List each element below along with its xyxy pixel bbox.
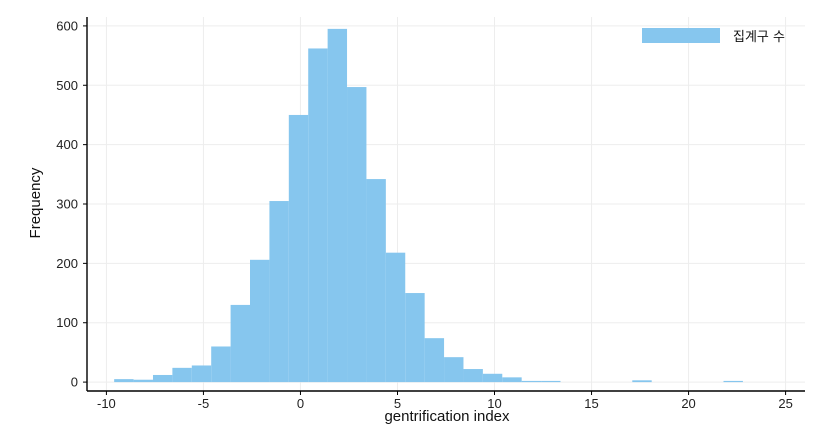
y-tick-labels: 0 100 200 300 400 500 600	[56, 18, 87, 390]
x-tick-label: 0	[297, 396, 304, 411]
y-tick-label: 200	[56, 256, 78, 271]
histogram-bar	[288, 114, 309, 383]
histogram-bar	[385, 252, 406, 383]
histogram-bar	[444, 357, 464, 383]
histogram-bar	[723, 380, 743, 383]
x-axis-title: gentrification index	[384, 408, 510, 425]
y-tick-label: 500	[56, 78, 78, 93]
histogram-bar	[114, 379, 134, 383]
x-tick-label: 10	[487, 396, 501, 411]
histogram-bar	[424, 338, 445, 383]
x-tick-label: -10	[97, 396, 116, 411]
histogram-bar	[502, 377, 522, 383]
legend-label: 집계구 수	[733, 30, 785, 45]
histogram-bar	[347, 87, 367, 383]
x-tick-label: 20	[681, 396, 695, 411]
x-tick-label: 15	[584, 396, 598, 411]
histogram-bar	[463, 369, 483, 383]
histogram-bar	[541, 380, 561, 383]
histogram-bar	[191, 365, 212, 383]
histogram-bar	[632, 380, 652, 383]
histogram-bar	[366, 179, 386, 383]
y-tick-label: 0	[71, 375, 78, 390]
legend-swatch	[642, 28, 720, 43]
histogram-bar	[250, 259, 270, 383]
x-tick-label: 25	[778, 396, 792, 411]
histogram-bar	[133, 379, 153, 383]
histogram-bar	[211, 346, 231, 383]
histogram-bar	[308, 48, 328, 383]
x-tick-labels: -10 -5 0 5 10 15 20 25	[97, 391, 793, 411]
x-tick-label: -5	[198, 396, 210, 411]
histogram-bars	[114, 28, 743, 383]
histogram-bar	[269, 201, 289, 383]
y-axis-title: Frequency	[27, 167, 44, 238]
histogram-bar	[152, 374, 173, 383]
histogram-bar	[327, 28, 348, 383]
histogram-bar	[521, 380, 542, 383]
y-tick-label: 400	[56, 137, 78, 152]
x-tick-label: 5	[394, 396, 401, 411]
histogram-bar	[405, 293, 425, 383]
legend: 집계구 수	[642, 28, 785, 45]
histogram-bar	[230, 304, 251, 383]
y-tick-label: 300	[56, 197, 78, 212]
y-tick-label: 100	[56, 315, 78, 330]
histogram-bar	[482, 373, 503, 383]
histogram-bar	[172, 367, 192, 383]
y-tick-label: 600	[56, 18, 78, 33]
